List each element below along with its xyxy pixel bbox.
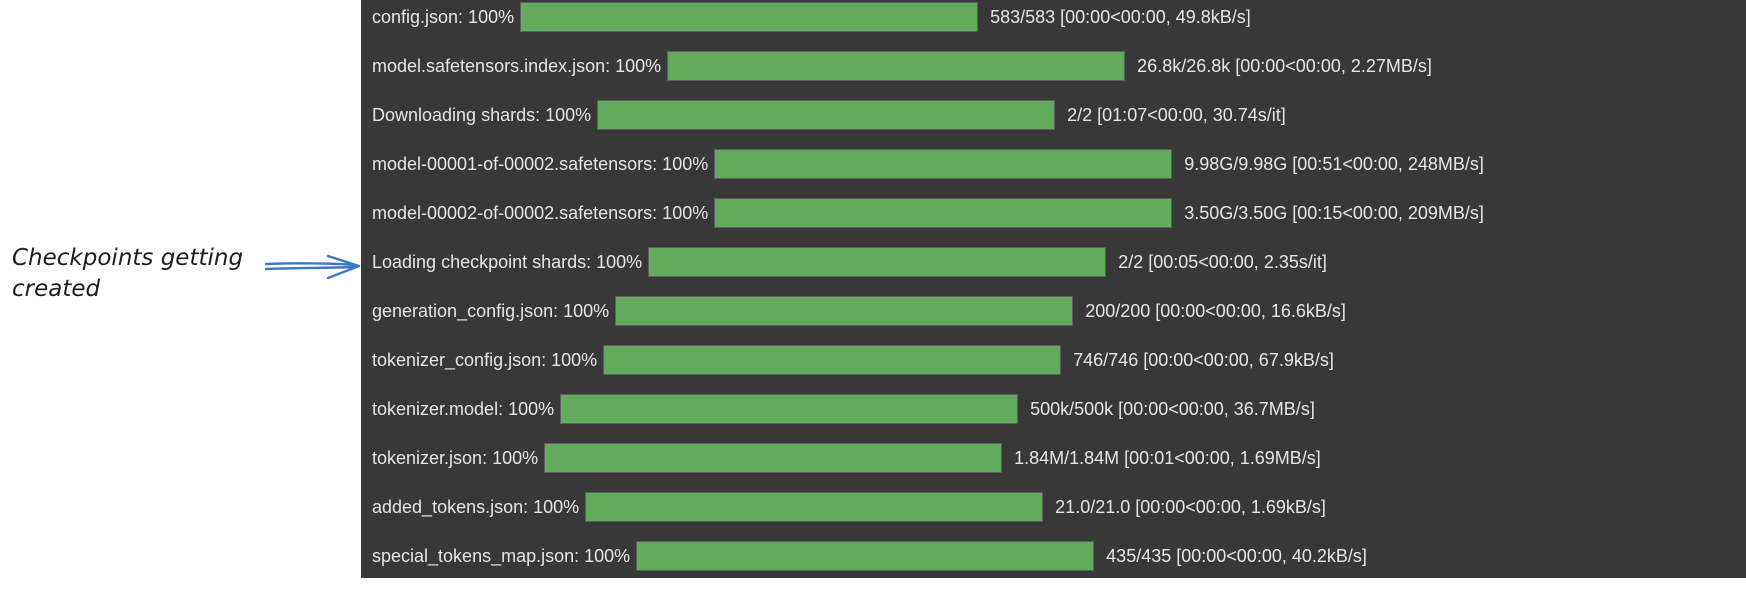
progress-row-stats: 200/200 [00:00<00:00, 16.6kB/s]: [1085, 300, 1346, 321]
progress-row: added_tokens.json: 100% 21.0/21.0 [00:00…: [361, 492, 1326, 522]
progress-bar-fill: [649, 248, 1106, 276]
progress-bar-fill: [668, 52, 1125, 80]
progress-row-label: model-00001-of-00002.safetensors: 100%: [372, 153, 709, 174]
annotation-line-2: created: [12, 276, 101, 302]
right-arrow-icon: [264, 254, 361, 280]
progress-row-stats: 583/583 [00:00<00:00, 49.8kB/s]: [990, 6, 1251, 27]
progress-row-stats: 26.8k/26.8k [00:00<00:00, 2.27MB/s]: [1137, 55, 1432, 76]
notebook-output-panel: config.json: 100% 583/583 [00:00<00:00, …: [361, 0, 1746, 578]
progress-row: tokenizer.json: 100% 1.84M/1.84M [00:01<…: [361, 443, 1321, 473]
progress-bar-fill: [616, 297, 1073, 325]
progress-row: Downloading shards: 100% 2/2 [01:07<00:0…: [361, 100, 1286, 130]
progress-row-stats: 1.84M/1.84M [00:01<00:00, 1.69MB/s]: [1014, 447, 1321, 468]
progress-bar-fill: [586, 493, 1043, 521]
progress-row: generation_config.json: 100% 200/200 [00…: [361, 296, 1346, 326]
progress-row: Loading checkpoint shards: 100% 2/2 [00:…: [361, 247, 1327, 277]
annotation-line-1: Checkpoints getting: [12, 245, 244, 271]
progress-bar: [667, 51, 1126, 81]
progress-bar-fill: [521, 3, 978, 31]
progress-row-label: Downloading shards: 100%: [372, 104, 592, 125]
progress-row-label: generation_config.json: 100%: [372, 300, 610, 321]
progress-row-label: tokenizer_config.json: 100%: [372, 349, 598, 370]
progress-row-label: tokenizer.model: 100%: [372, 398, 555, 419]
progress-bar: [714, 198, 1173, 228]
progress-bar-fill: [637, 542, 1094, 570]
progress-bar: [585, 492, 1044, 522]
progress-bar-fill: [545, 444, 1002, 472]
progress-row-label: added_tokens.json: 100%: [372, 496, 580, 517]
progress-bar-fill: [715, 150, 1172, 178]
progress-row-stats: 9.98G/9.98G [00:51<00:00, 248MB/s]: [1184, 153, 1484, 174]
progress-row-stats: 21.0/21.0 [00:00<00:00, 1.69kB/s]: [1055, 496, 1326, 517]
progress-row-label: model-00002-of-00002.safetensors: 100%: [372, 202, 709, 223]
progress-row-stats: 2/2 [01:07<00:00, 30.74s/it]: [1067, 104, 1286, 125]
progress-row-stats: 2/2 [00:05<00:00, 2.35s/it]: [1118, 251, 1327, 272]
progress-row-stats: 435/435 [00:00<00:00, 40.2kB/s]: [1106, 545, 1367, 566]
progress-bar: [520, 2, 979, 32]
progress-row: special_tokens_map.json: 100% 435/435 [0…: [361, 541, 1367, 571]
progress-row: model-00002-of-00002.safetensors: 100% 3…: [361, 198, 1484, 228]
progress-bar: [560, 394, 1019, 424]
progress-row-label: config.json: 100%: [372, 6, 515, 27]
progress-bar: [597, 100, 1056, 130]
progress-row-label: model.safetensors.index.json: 100%: [372, 55, 662, 76]
progress-row: tokenizer_config.json: 100% 746/746 [00:…: [361, 345, 1334, 375]
progress-bar: [714, 149, 1173, 179]
progress-row: config.json: 100% 583/583 [00:00<00:00, …: [361, 2, 1251, 32]
progress-bar: [648, 247, 1107, 277]
progress-bar-fill: [715, 199, 1172, 227]
progress-row-stats: 3.50G/3.50G [00:15<00:00, 209MB/s]: [1184, 202, 1484, 223]
progress-row-stats: 746/746 [00:00<00:00, 67.9kB/s]: [1073, 349, 1334, 370]
progress-bar-fill: [561, 395, 1018, 423]
progress-row: model-00001-of-00002.safetensors: 100% 9…: [361, 149, 1484, 179]
progress-row-stats: 500k/500k [00:00<00:00, 36.7MB/s]: [1030, 398, 1315, 419]
progress-bar-fill: [598, 101, 1055, 129]
progress-bar: [636, 541, 1095, 571]
handwritten-annotation: Checkpoints getting created: [12, 243, 272, 305]
progress-bar: [544, 443, 1003, 473]
progress-row: tokenizer.model: 100% 500k/500k [00:00<0…: [361, 394, 1315, 424]
progress-row-label: special_tokens_map.json: 100%: [372, 545, 631, 566]
progress-bar-fill: [604, 346, 1061, 374]
progress-row-label: tokenizer.json: 100%: [372, 447, 539, 468]
progress-row-label: Loading checkpoint shards: 100%: [372, 251, 643, 272]
progress-bar: [615, 296, 1074, 326]
progress-bar: [603, 345, 1062, 375]
progress-row: model.safetensors.index.json: 100% 26.8k…: [361, 51, 1432, 81]
